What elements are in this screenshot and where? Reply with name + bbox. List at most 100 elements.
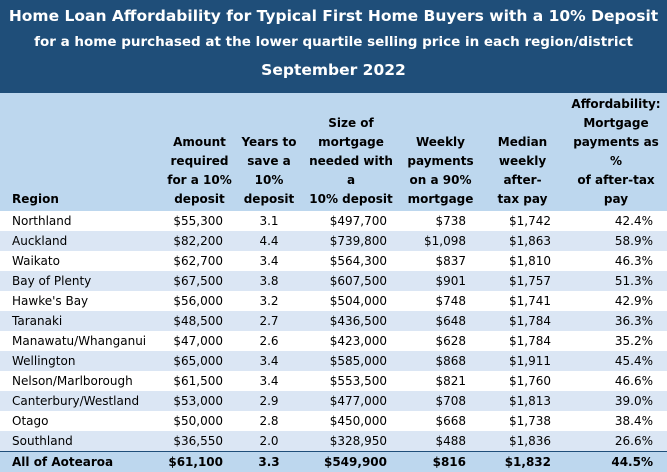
value-cell: $477,000 bbox=[301, 391, 401, 411]
column-header-line: Median bbox=[497, 135, 548, 149]
region-cell: Waikato bbox=[0, 251, 162, 271]
value-cell: $488 bbox=[401, 431, 480, 451]
value-cell: 58.9% bbox=[565, 231, 667, 251]
table-row: Waikato $62,700 3.4 $564,300 $837 $1,810 46.3% bbox=[0, 251, 667, 271]
column-header-line: Amount bbox=[173, 135, 226, 149]
column-header-line: 10% bbox=[254, 173, 284, 187]
table-title: Home Loan Affordability for Typical Firs… bbox=[8, 7, 659, 25]
value-cell: $62,700 bbox=[162, 251, 237, 271]
region-cell: Otago bbox=[0, 411, 162, 431]
region-cell: Nelson/Marlborough bbox=[0, 371, 162, 391]
value-cell: 45.4% bbox=[565, 351, 667, 371]
title-banner: Home Loan Affordability for Typical Firs… bbox=[0, 0, 667, 93]
value-cell: $748 bbox=[401, 291, 480, 311]
value-cell: $1,813 bbox=[480, 391, 565, 411]
column-header: Region bbox=[0, 93, 162, 211]
column-header-line: Weekly bbox=[415, 135, 465, 149]
value-cell: $1,098 bbox=[401, 231, 480, 251]
value-cell: $1,742 bbox=[480, 211, 565, 231]
column-header-line: payments bbox=[407, 154, 474, 168]
column-header-line: on a 90% bbox=[409, 173, 472, 187]
total-row: All of Aotearoa $61,100 3.3 $549,900 $816 $1,… bbox=[0, 450, 667, 472]
value-cell: 3.3 bbox=[237, 450, 301, 472]
value-cell: 2.8 bbox=[237, 411, 301, 431]
column-header-line: Affordability: bbox=[571, 97, 661, 111]
region-cell: Canterbury/Westland bbox=[0, 391, 162, 411]
column-header-line: mortgage bbox=[318, 135, 384, 149]
column-header: Amount required for a 10% deposit bbox=[162, 93, 237, 211]
value-cell: 3.4 bbox=[237, 251, 301, 271]
value-cell: $497,700 bbox=[301, 211, 401, 231]
value-cell: $1,832 bbox=[480, 450, 565, 472]
value-cell: 3.8 bbox=[237, 271, 301, 291]
value-cell: 46.3% bbox=[565, 251, 667, 271]
value-cell: 42.4% bbox=[565, 211, 667, 231]
column-header-line: Size of bbox=[328, 116, 374, 130]
value-cell: $50,000 bbox=[162, 411, 237, 431]
value-cell: $668 bbox=[401, 411, 480, 431]
value-cell: $1,863 bbox=[480, 231, 565, 251]
value-cell: $1,738 bbox=[480, 411, 565, 431]
column-header: Size of mortgage needed with a 10% deposit bbox=[301, 93, 401, 211]
value-cell: 44.5% bbox=[565, 450, 667, 472]
table-row: Canterbury/Westland $53,000 2.9 $477,000 $70… bbox=[0, 391, 667, 411]
value-cell: $564,300 bbox=[301, 251, 401, 271]
value-cell: $36,550 bbox=[162, 431, 237, 451]
affordability-table: Region Amount required for a 10% deposit Year… bbox=[0, 93, 667, 472]
value-cell: $585,000 bbox=[301, 351, 401, 371]
value-cell: 3.1 bbox=[237, 211, 301, 231]
value-cell: $607,500 bbox=[301, 271, 401, 291]
column-header-line: Region bbox=[12, 192, 59, 206]
column-header-line: Years to bbox=[241, 135, 297, 149]
value-cell: $1,784 bbox=[480, 331, 565, 351]
value-cell: $708 bbox=[401, 391, 480, 411]
value-cell: $67,500 bbox=[162, 271, 237, 291]
value-cell: 3.2 bbox=[237, 291, 301, 311]
table-period: September 2022 bbox=[261, 61, 406, 79]
value-cell: $47,000 bbox=[162, 331, 237, 351]
value-cell: $901 bbox=[401, 271, 480, 291]
value-cell: 4.4 bbox=[237, 231, 301, 251]
table-body: Northland $55,300 3.1 $497,700 $738 $1,742 42.… bbox=[0, 211, 667, 472]
column-header: Median weekly after-tax pay bbox=[480, 93, 565, 211]
column-header-line: deposit bbox=[174, 192, 225, 206]
value-cell: $837 bbox=[401, 251, 480, 271]
column-header-line: 10% deposit bbox=[309, 192, 393, 206]
value-cell: $504,000 bbox=[301, 291, 401, 311]
value-cell: $648 bbox=[401, 311, 480, 331]
column-header-line: tax pay bbox=[497, 192, 548, 206]
region-cell: All of Aotearoa bbox=[0, 450, 162, 472]
value-cell: $868 bbox=[401, 351, 480, 371]
value-cell: $1,741 bbox=[480, 291, 565, 311]
value-cell: 35.2% bbox=[565, 331, 667, 351]
table-row: Auckland $82,200 4.4 $739,800 $1,098 $1,863 58… bbox=[0, 231, 667, 251]
table-row: Otago $50,000 2.8 $450,000 $668 $1,738 38.4% bbox=[0, 411, 667, 431]
region-cell: Taranaki bbox=[0, 311, 162, 331]
column-header-line: save a bbox=[247, 154, 291, 168]
value-cell: $55,300 bbox=[162, 211, 237, 231]
value-cell: $61,500 bbox=[162, 371, 237, 391]
region-cell: Auckland bbox=[0, 231, 162, 251]
value-cell: $739,800 bbox=[301, 231, 401, 251]
table-row: Bay of Plenty $67,500 3.8 $607,500 $901 $1,75… bbox=[0, 271, 667, 291]
column-header-line: weekly after- bbox=[498, 154, 547, 187]
column-header: Years to save a 10% deposit bbox=[237, 93, 301, 211]
value-cell: $553,500 bbox=[301, 371, 401, 391]
value-cell: $738 bbox=[401, 211, 480, 231]
column-header-line: deposit bbox=[243, 192, 295, 206]
value-cell: $53,000 bbox=[162, 391, 237, 411]
value-cell: $423,000 bbox=[301, 331, 401, 351]
value-cell: $1,911 bbox=[480, 351, 565, 371]
value-cell: 39.0% bbox=[565, 391, 667, 411]
table-subtitle: for a home purchased at the lower quarti… bbox=[34, 34, 633, 50]
table-row: Nelson/Marlborough $61,500 3.4 $553,500 $821… bbox=[0, 371, 667, 391]
value-cell: 3.4 bbox=[237, 371, 301, 391]
value-cell: $65,000 bbox=[162, 351, 237, 371]
value-cell: 26.6% bbox=[565, 431, 667, 451]
value-cell: 2.6 bbox=[237, 331, 301, 351]
table-row: Manawatu/Whanganui $47,000 2.6 $423,000 $628… bbox=[0, 331, 667, 351]
region-cell: Manawatu/Whanganui bbox=[0, 331, 162, 351]
value-cell: 36.3% bbox=[565, 311, 667, 331]
value-cell: $1,836 bbox=[480, 431, 565, 451]
table-row: Wellington $65,000 3.4 $585,000 $868 $1,911 45… bbox=[0, 351, 667, 371]
